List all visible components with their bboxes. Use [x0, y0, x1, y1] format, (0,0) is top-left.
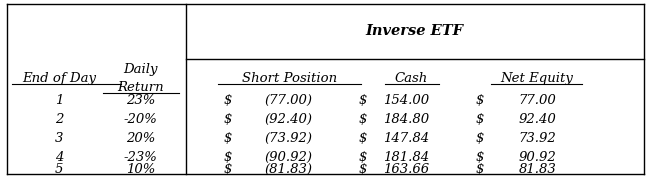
Text: $: $: [476, 113, 484, 126]
Text: 154.00: 154.00: [383, 94, 430, 107]
Text: 23%: 23%: [126, 94, 155, 107]
Text: $: $: [359, 94, 367, 107]
Text: 163.66: 163.66: [383, 163, 430, 176]
Text: (90.92): (90.92): [264, 151, 312, 164]
Text: Daily: Daily: [123, 63, 158, 76]
Text: $: $: [476, 132, 484, 145]
Text: Short Position: Short Position: [242, 72, 337, 85]
Text: $: $: [224, 151, 232, 164]
Text: $: $: [359, 113, 367, 126]
Text: 92.40: 92.40: [518, 113, 556, 126]
Text: Return: Return: [117, 81, 163, 94]
Text: $: $: [224, 94, 232, 107]
Text: 20%: 20%: [126, 132, 155, 145]
Text: -20%: -20%: [124, 113, 158, 126]
Text: $: $: [224, 163, 232, 176]
Text: $: $: [359, 151, 367, 164]
Text: (81.83): (81.83): [264, 163, 312, 176]
Text: 10%: 10%: [126, 163, 155, 176]
Text: $: $: [224, 113, 232, 126]
Text: (92.40): (92.40): [264, 113, 312, 126]
Text: 73.92: 73.92: [518, 132, 556, 145]
Text: 4: 4: [55, 151, 63, 164]
Text: $: $: [359, 132, 367, 145]
Text: (73.92): (73.92): [264, 132, 312, 145]
Text: $: $: [476, 163, 484, 176]
Text: End of Day: End of Day: [22, 72, 96, 85]
Text: (77.00): (77.00): [264, 94, 312, 107]
Text: 1: 1: [55, 94, 63, 107]
Text: 181.84: 181.84: [383, 151, 430, 164]
Text: -23%: -23%: [124, 151, 158, 164]
Text: 184.80: 184.80: [383, 113, 430, 126]
Text: $: $: [476, 94, 484, 107]
Text: 147.84: 147.84: [383, 132, 430, 145]
Text: 3: 3: [55, 132, 63, 145]
Text: 81.83: 81.83: [518, 163, 556, 176]
Text: 77.00: 77.00: [518, 94, 556, 107]
Text: 5: 5: [55, 163, 63, 176]
Text: Net Equity: Net Equity: [500, 72, 573, 85]
Text: Cash: Cash: [395, 72, 428, 85]
Text: 2: 2: [55, 113, 63, 126]
Text: $: $: [476, 151, 484, 164]
Text: Inverse ETF: Inverse ETF: [366, 24, 464, 38]
Text: $: $: [359, 163, 367, 176]
Text: 90.92: 90.92: [518, 151, 556, 164]
Text: $: $: [224, 132, 232, 145]
